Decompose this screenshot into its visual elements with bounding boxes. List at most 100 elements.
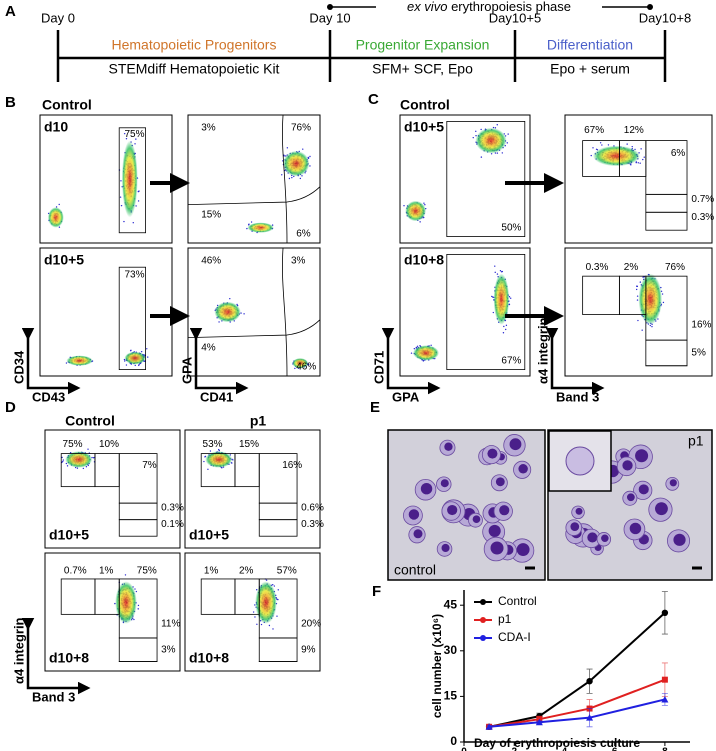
x-tick-label: 8: [662, 747, 668, 751]
point: [586, 678, 593, 685]
cell-cloud: [203, 448, 234, 470]
series-line: [489, 698, 666, 728]
cell-dot: [661, 293, 664, 295]
gate-percent: 7%: [142, 460, 157, 471]
cell-dot: [277, 589, 279, 591]
cell-dot: [254, 604, 256, 606]
cell-dot: [58, 203, 60, 206]
nucleus: [499, 505, 510, 516]
gate-percent: 75%: [63, 439, 83, 450]
cell-dot: [124, 360, 126, 362]
gate-percent: 0.1%: [161, 519, 184, 530]
cell-dot: [416, 345, 419, 348]
cell-dot: [607, 144, 610, 146]
gate-percent: 16%: [282, 460, 302, 471]
density-blob: [65, 451, 93, 468]
plot-frame: [187, 247, 321, 377]
density-blob: [214, 301, 241, 323]
nucleus: [587, 532, 598, 543]
axis-arrow: [545, 328, 605, 395]
density-blob: [121, 140, 138, 218]
panel-label: D: [5, 399, 16, 416]
gate: [118, 266, 146, 371]
density-blob: [592, 145, 640, 167]
density-blob: [115, 581, 137, 624]
phase-bg: [376, 0, 602, 15]
quadrant-percent: 6%: [296, 229, 311, 240]
cell-dot: [309, 165, 311, 167]
phase-title: ex vivo erythropoiesis phase: [407, 0, 571, 14]
quadrant-percent: 3%: [201, 122, 216, 133]
cell-dot: [135, 138, 137, 140]
cell-dot: [642, 158, 644, 161]
cell-dot: [636, 285, 638, 287]
cell-dot: [138, 190, 140, 192]
cell-dot: [480, 128, 482, 131]
cell-dot: [301, 175, 303, 177]
cell-dot: [207, 468, 209, 470]
column-title: Control: [65, 413, 115, 429]
cell-dot: [642, 276, 644, 278]
x-tick-label: 4: [562, 747, 568, 751]
nucleus: [509, 438, 522, 451]
phase-text: erythropoiesis phase: [451, 0, 571, 14]
cell-dot: [286, 147, 289, 149]
cell-dot: [137, 604, 140, 607]
quadrant-line: [187, 186, 321, 205]
cell-dot: [203, 460, 205, 463]
gate-percent: 15%: [239, 439, 259, 450]
nucleus: [622, 460, 633, 471]
cell-dot: [62, 460, 64, 463]
cell-dot: [601, 144, 603, 146]
density-blob: [205, 451, 233, 468]
gate-percent: 0.3%: [301, 519, 324, 530]
cell-dot: [430, 344, 432, 346]
quadrant-line: [187, 319, 321, 338]
gate-percent: 0.7%: [64, 565, 87, 576]
density-blob: [124, 351, 146, 365]
gate-percent: 1%: [99, 565, 114, 576]
cell-dot: [134, 364, 136, 367]
cell-dot: [496, 152, 499, 154]
nucleus: [626, 493, 635, 502]
series-line: [488, 612, 666, 728]
density-blob: [247, 222, 274, 233]
gate: [446, 253, 526, 370]
cell-dot: [592, 147, 594, 149]
cell-dot: [277, 598, 279, 601]
y-tick-label: 15: [444, 689, 458, 703]
cell-dot: [599, 142, 602, 144]
panel-label: B: [5, 94, 16, 111]
cell-dot: [472, 136, 474, 139]
cell-dot: [123, 132, 126, 135]
cell-dot: [252, 611, 255, 613]
gate-percent: 3%: [161, 644, 176, 655]
cell-dot: [218, 449, 220, 452]
cell-dot: [87, 448, 89, 450]
cell-cloud: [590, 142, 645, 167]
nucleus: [413, 529, 423, 539]
quadrant-line: [282, 114, 288, 244]
plot-frame: [399, 114, 531, 244]
point: [586, 714, 594, 721]
nucleus: [487, 448, 498, 459]
cell-dot: [507, 133, 509, 135]
cell-dot: [403, 205, 405, 207]
nucleus: [488, 524, 501, 537]
point: [535, 718, 543, 726]
series-line: [488, 678, 666, 728]
y-tick-label: 0: [450, 734, 457, 748]
gate-percent: 0.6%: [301, 503, 324, 514]
cell-dot: [509, 297, 512, 299]
x-tick-label: 2: [511, 747, 517, 751]
gate-percent: 53%: [203, 439, 223, 450]
quadrant-line: [282, 247, 288, 377]
cell-dot: [119, 196, 122, 198]
cell-dot: [120, 180, 122, 182]
cell-cloud: [635, 273, 665, 331]
x-tick-label: 0: [461, 747, 467, 751]
cell-dot: [637, 319, 639, 322]
cell-dot: [229, 297, 231, 300]
nucleus: [638, 484, 649, 495]
cell-dot: [508, 303, 511, 305]
